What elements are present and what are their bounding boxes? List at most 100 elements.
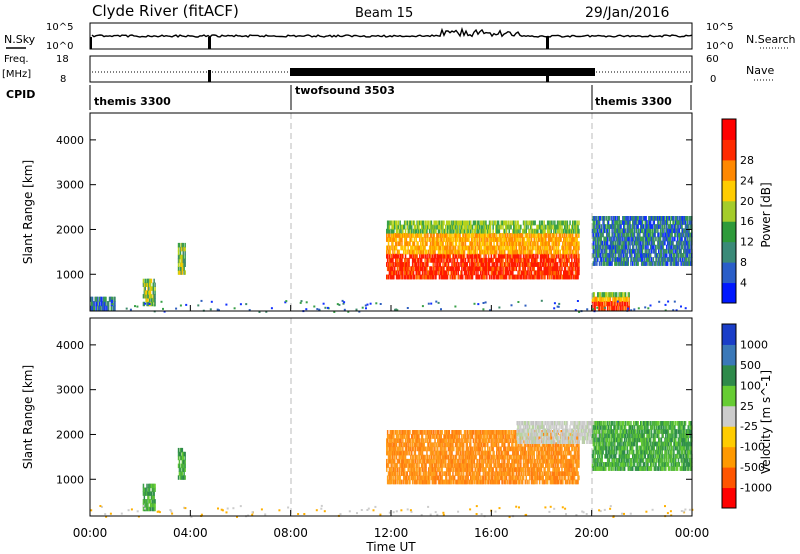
power-cell (423, 228, 425, 234)
velocity-cell (462, 467, 465, 472)
power-cell (635, 253, 638, 258)
power-cell (470, 233, 473, 238)
power-cell (602, 220, 604, 225)
velocity-cell (473, 471, 476, 476)
power-cell (456, 249, 459, 255)
power-cell (459, 262, 461, 267)
power-cell (443, 266, 445, 272)
power-cell (389, 266, 392, 272)
power-cell (417, 224, 419, 230)
velocity-cell (392, 442, 394, 448)
power-cell (543, 233, 545, 238)
velocity-cell (471, 479, 474, 485)
power-cell (536, 224, 538, 230)
power-cell (396, 228, 399, 234)
power-cell (577, 262, 579, 267)
power-cell (649, 240, 651, 246)
power-cell (149, 294, 152, 299)
power-cell (548, 274, 551, 280)
velocity-cell (477, 463, 479, 468)
velocity-cell (453, 430, 455, 435)
power-cell (534, 245, 536, 251)
power-cell (552, 237, 554, 242)
power-cell (606, 253, 608, 258)
velocity-cell (445, 450, 448, 456)
power-cell (505, 241, 508, 247)
power-scatter-point (596, 306, 599, 309)
power-cell (558, 274, 561, 280)
power-cell (643, 253, 646, 258)
power-cell (415, 245, 417, 251)
velocity-cell (420, 434, 423, 439)
power-cell (509, 245, 511, 251)
power-cell (601, 244, 603, 250)
power-cell (653, 224, 655, 229)
power-cell (625, 261, 628, 266)
power-cell (419, 266, 421, 272)
velocity-cell (394, 471, 397, 476)
power-cell (615, 228, 617, 234)
power-cell (436, 266, 438, 272)
power-cell (683, 240, 685, 246)
power-cell (666, 236, 668, 242)
power-cell (656, 216, 658, 221)
power-cell (521, 257, 523, 263)
power-cell (522, 266, 525, 272)
power-cell (142, 278, 145, 284)
power-cell (435, 228, 437, 234)
power-cell (647, 240, 649, 246)
velocity-cell (479, 454, 481, 460)
power-cell (180, 270, 183, 275)
power-cell (409, 233, 411, 238)
power-cell (597, 228, 599, 234)
power-cell (479, 257, 481, 263)
power-cell (442, 237, 444, 242)
power-cell (541, 245, 544, 251)
velocity-cell (437, 463, 440, 468)
power-cell (416, 257, 418, 263)
power-cell (666, 224, 668, 229)
power-cell (414, 224, 417, 230)
power-cell (566, 237, 569, 242)
power-cell (395, 241, 398, 247)
power-cell (573, 220, 576, 226)
velocity-cell (445, 458, 447, 464)
velocity-cell (449, 471, 451, 476)
velocity-cell (430, 442, 433, 448)
power-cell (545, 253, 547, 259)
power-cell (619, 224, 621, 229)
power-cell (605, 296, 607, 302)
power-cell (450, 237, 452, 242)
power-cell (529, 266, 532, 272)
velocity-cell (462, 438, 464, 443)
power-cell (502, 241, 504, 247)
power-cell (524, 266, 527, 272)
power-cell (387, 228, 390, 234)
velocity-cell (445, 430, 448, 435)
power-cell (564, 262, 567, 267)
velocity-cell (489, 463, 492, 468)
power-cell (684, 232, 687, 238)
power-cell (649, 261, 651, 266)
power-cell (460, 270, 462, 276)
power-cell (436, 245, 438, 251)
power-cell (657, 228, 659, 234)
power-cell (395, 262, 398, 267)
power-cell (531, 253, 534, 259)
power-cell (577, 233, 579, 238)
velocity-cell (386, 438, 388, 443)
velocity-cell (425, 446, 427, 452)
velocity-cell (488, 471, 491, 476)
power-cell (678, 220, 681, 225)
power-cell (534, 220, 536, 226)
velocity-cell (426, 458, 428, 464)
power-scatter-point (396, 309, 399, 312)
power-cell (597, 236, 599, 242)
power-cell (618, 228, 620, 234)
power-cell (518, 262, 520, 267)
velocity-cell (470, 458, 472, 464)
power-cell (523, 274, 526, 280)
power-cell (142, 282, 145, 287)
power-cell (624, 301, 627, 307)
power-cell (669, 244, 672, 250)
